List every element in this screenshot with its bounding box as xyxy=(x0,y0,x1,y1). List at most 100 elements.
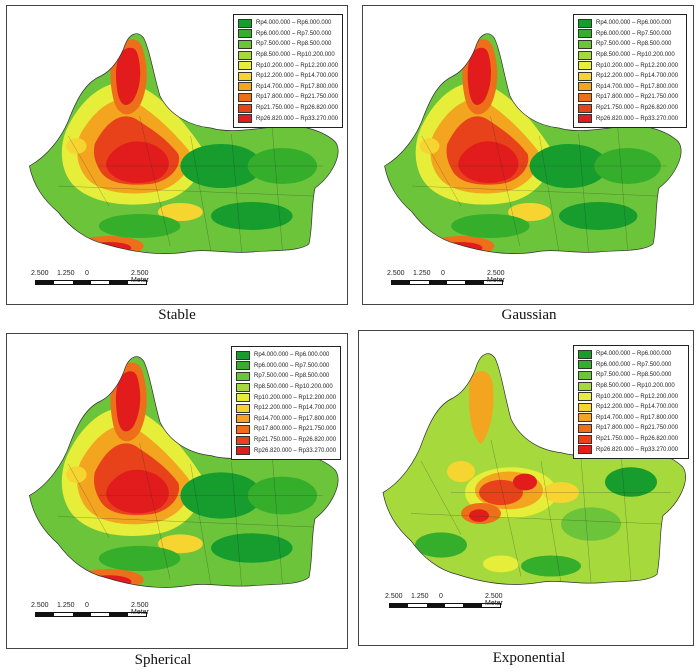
value-zone xyxy=(211,533,293,563)
scale-bar: 2.500 1.250 0 2.500 Meter xyxy=(31,270,149,285)
legend-label: Rp26.820.000 – Rp33.270.000 xyxy=(596,446,679,453)
legend-entry: Rp7.500.000 – Rp8.500.000 xyxy=(238,39,338,50)
legend-swatch xyxy=(236,424,250,434)
legend-label: Rp14.700.000 – Rp17.800.000 xyxy=(596,83,679,90)
scale-label-3: 2.500 Meter xyxy=(131,270,149,284)
district-boundary xyxy=(490,115,520,247)
value-zone xyxy=(74,236,144,254)
map-panel-stable: Rp4.000.000 – Rp6.000.000 Rp6.000.000 – R… xyxy=(6,5,348,305)
legend-label: Rp7.500.000 – Rp8.500.000 xyxy=(596,41,672,48)
map-panel-spherical: Rp4.000.000 – Rp6.000.000 Rp6.000.000 – R… xyxy=(6,333,348,649)
legend-entry: Rp12.200.000 – Rp14.700.000 xyxy=(238,71,338,82)
value-zone xyxy=(98,214,181,238)
legend-swatch xyxy=(236,435,250,445)
legend-label: Rp10.200.000 – Rp12.200.000 xyxy=(596,393,679,400)
caption-gaussian: Gaussian xyxy=(501,307,557,323)
legend: Rp4.000.000 – Rp6.000.000 Rp6.000.000 – R… xyxy=(573,14,687,128)
legend-entry: Rp26.820.000 – Rp33.270.000 xyxy=(238,113,338,124)
legend-swatch xyxy=(238,82,252,92)
district-boundary xyxy=(411,185,658,197)
legend-swatch xyxy=(578,445,592,455)
legend-swatch xyxy=(578,103,592,113)
legend-swatch xyxy=(238,61,252,71)
area-outline xyxy=(384,33,682,254)
district-boundary xyxy=(68,135,110,207)
district-boundary xyxy=(139,115,171,247)
legend-label: Rp6.000.000 – Rp7.500.000 xyxy=(596,30,672,37)
value-zone xyxy=(398,196,438,216)
value-zone xyxy=(559,202,638,230)
legend-label: Rp8.500.000 – Rp10.200.000 xyxy=(256,52,335,59)
value-zone xyxy=(74,568,144,588)
legend-swatch xyxy=(236,350,250,360)
legend-swatch xyxy=(578,39,592,49)
legend-label: Rp6.000.000 – Rp7.500.000 xyxy=(254,362,330,369)
legend-entry: Rp8.500.000 – Rp10.200.000 xyxy=(578,50,682,61)
legend-swatch xyxy=(578,370,592,380)
value-zone xyxy=(66,466,87,483)
legend-entry: Rp17.800.000 – Rp21.750.000 xyxy=(578,92,682,103)
value-zone xyxy=(469,509,489,522)
legend-label: Rp21.750.000 – Rp26.820.000 xyxy=(256,105,339,112)
value-zone xyxy=(66,138,87,154)
caption-stable: Stable xyxy=(158,307,196,323)
scale-label-2: 0 xyxy=(439,593,443,600)
legend-swatch xyxy=(238,114,252,124)
legend-swatch xyxy=(578,402,592,412)
value-zone xyxy=(458,141,519,183)
legend-label: Rp26.820.000 – Rp33.270.000 xyxy=(254,447,337,454)
legend-entry: Rp6.000.000 – Rp7.500.000 xyxy=(578,360,684,371)
legend-label: Rp4.000.000 – Rp6.000.000 xyxy=(596,20,672,27)
legend-swatch xyxy=(578,114,592,124)
legend-entry: Rp7.500.000 – Rp8.500.000 xyxy=(578,39,682,50)
legend-swatch xyxy=(578,349,592,359)
district-boundary xyxy=(490,439,522,577)
legend-label: Rp7.500.000 – Rp8.500.000 xyxy=(254,373,330,380)
caption-exponential: Exponential xyxy=(492,650,566,666)
value-zone xyxy=(439,242,483,254)
value-zone xyxy=(157,534,203,554)
legend-entry: Rp8.500.000 – Rp10.200.000 xyxy=(238,50,338,61)
legend-entry: Rp10.200.000 – Rp12.200.000 xyxy=(578,391,684,402)
interpolation-map-stable xyxy=(29,33,339,254)
legend-swatch xyxy=(578,29,592,39)
legend-entry: Rp14.700.000 – Rp17.800.000 xyxy=(578,82,682,93)
district-boundary xyxy=(57,185,314,197)
legend-swatch xyxy=(238,92,252,102)
value-zone xyxy=(86,242,132,254)
legend-entry: Rp4.000.000 – Rp6.000.000 xyxy=(578,349,684,360)
value-zone xyxy=(407,492,435,514)
legend-label: Rp21.750.000 – Rp26.820.000 xyxy=(596,105,679,112)
legend-label: Rp12.200.000 – Rp14.700.000 xyxy=(254,405,337,412)
scale-label-1: 1.250 xyxy=(413,270,431,277)
scale-label-2: 0 xyxy=(85,270,89,277)
district-boundary xyxy=(68,463,110,538)
legend-label: Rp7.500.000 – Rp8.500.000 xyxy=(596,372,672,379)
scale-label-1: 1.250 xyxy=(411,593,429,600)
legend-label: Rp26.820.000 – Rp33.270.000 xyxy=(256,115,339,122)
legend-entry: Rp12.200.000 – Rp14.700.000 xyxy=(578,71,682,82)
legend-label: Rp4.000.000 – Rp6.000.000 xyxy=(256,20,332,27)
value-zone xyxy=(483,555,519,573)
legend-swatch xyxy=(578,434,592,444)
legend-label: Rp4.000.000 – Rp6.000.000 xyxy=(596,351,672,358)
legend-swatch xyxy=(236,446,250,456)
scale-label-0: 2.500 xyxy=(385,593,403,600)
legend-swatch xyxy=(578,82,592,92)
legend-swatch xyxy=(236,414,250,424)
map-panel-exponential: Rp4.000.000 – Rp6.000.000 Rp6.000.000 – R… xyxy=(358,330,694,646)
caption-spherical: Spherical xyxy=(134,652,192,668)
legend-label: Rp14.700.000 – Rp17.800.000 xyxy=(256,83,339,90)
legend-label: Rp14.700.000 – Rp17.800.000 xyxy=(254,415,337,422)
legend-entry: Rp17.800.000 – Rp21.750.000 xyxy=(236,424,336,435)
map-panel-gaussian: Rp4.000.000 – Rp6.000.000 Rp6.000.000 – R… xyxy=(362,5,694,305)
legend-entry: Rp4.000.000 – Rp6.000.000 xyxy=(236,350,336,361)
study-area xyxy=(29,356,339,588)
legend-swatch xyxy=(238,18,252,28)
study-area xyxy=(382,353,686,585)
legend-label: Rp12.200.000 – Rp14.700.000 xyxy=(596,404,679,411)
district-boundary xyxy=(420,460,462,535)
legend-entry: Rp26.820.000 – Rp33.270.000 xyxy=(578,113,682,124)
value-zone xyxy=(605,467,657,497)
district-boundary xyxy=(57,516,314,528)
